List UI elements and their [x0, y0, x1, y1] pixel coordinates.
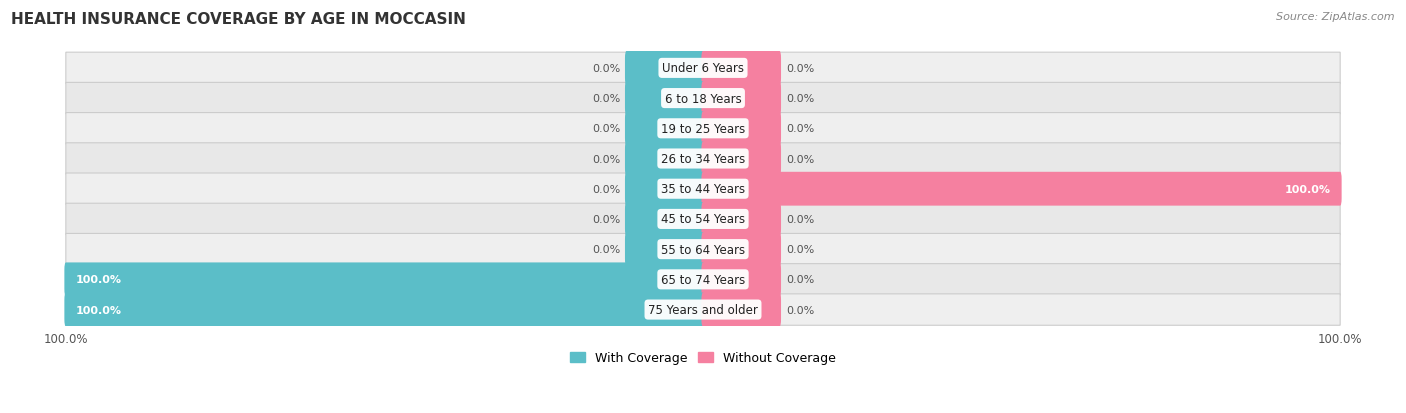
- FancyBboxPatch shape: [66, 83, 1340, 114]
- FancyBboxPatch shape: [624, 172, 704, 206]
- Text: 0.0%: 0.0%: [592, 64, 620, 74]
- Text: 45 to 54 Years: 45 to 54 Years: [661, 213, 745, 226]
- FancyBboxPatch shape: [702, 263, 782, 297]
- Text: Under 6 Years: Under 6 Years: [662, 62, 744, 75]
- Text: 0.0%: 0.0%: [786, 64, 814, 74]
- FancyBboxPatch shape: [65, 293, 704, 327]
- FancyBboxPatch shape: [702, 202, 782, 236]
- Text: 6 to 18 Years: 6 to 18 Years: [665, 93, 741, 105]
- Text: 0.0%: 0.0%: [786, 214, 814, 224]
- Text: 0.0%: 0.0%: [786, 305, 814, 315]
- Text: 0.0%: 0.0%: [786, 244, 814, 254]
- Legend: With Coverage, Without Coverage: With Coverage, Without Coverage: [565, 347, 841, 370]
- FancyBboxPatch shape: [66, 113, 1340, 145]
- Text: 35 to 44 Years: 35 to 44 Years: [661, 183, 745, 196]
- FancyBboxPatch shape: [624, 82, 704, 116]
- FancyBboxPatch shape: [66, 234, 1340, 265]
- FancyBboxPatch shape: [66, 173, 1340, 205]
- FancyBboxPatch shape: [66, 294, 1340, 325]
- Text: 0.0%: 0.0%: [786, 275, 814, 285]
- Text: 26 to 34 Years: 26 to 34 Years: [661, 153, 745, 166]
- FancyBboxPatch shape: [66, 264, 1340, 295]
- FancyBboxPatch shape: [702, 112, 782, 146]
- Text: 55 to 64 Years: 55 to 64 Years: [661, 243, 745, 256]
- FancyBboxPatch shape: [702, 233, 782, 266]
- Text: 65 to 74 Years: 65 to 74 Years: [661, 273, 745, 286]
- FancyBboxPatch shape: [66, 204, 1340, 235]
- Text: 0.0%: 0.0%: [786, 94, 814, 104]
- FancyBboxPatch shape: [65, 263, 704, 297]
- Text: 0.0%: 0.0%: [786, 154, 814, 164]
- FancyBboxPatch shape: [624, 112, 704, 146]
- FancyBboxPatch shape: [66, 53, 1340, 84]
- Text: 100.0%: 100.0%: [1285, 184, 1330, 194]
- Text: 0.0%: 0.0%: [786, 124, 814, 134]
- Text: 0.0%: 0.0%: [592, 214, 620, 224]
- FancyBboxPatch shape: [624, 233, 704, 266]
- Text: 0.0%: 0.0%: [592, 244, 620, 254]
- FancyBboxPatch shape: [66, 143, 1340, 175]
- FancyBboxPatch shape: [624, 142, 704, 176]
- FancyBboxPatch shape: [624, 52, 704, 85]
- Text: 100.0%: 100.0%: [76, 275, 121, 285]
- Text: HEALTH INSURANCE COVERAGE BY AGE IN MOCCASIN: HEALTH INSURANCE COVERAGE BY AGE IN MOCC…: [11, 12, 467, 27]
- FancyBboxPatch shape: [702, 142, 782, 176]
- Text: 19 to 25 Years: 19 to 25 Years: [661, 123, 745, 135]
- Text: 100.0%: 100.0%: [76, 305, 121, 315]
- FancyBboxPatch shape: [702, 52, 782, 85]
- Text: 75 Years and older: 75 Years and older: [648, 303, 758, 316]
- Text: 0.0%: 0.0%: [592, 94, 620, 104]
- Text: 0.0%: 0.0%: [592, 124, 620, 134]
- Text: 0.0%: 0.0%: [592, 184, 620, 194]
- Text: 0.0%: 0.0%: [592, 154, 620, 164]
- Text: Source: ZipAtlas.com: Source: ZipAtlas.com: [1277, 12, 1395, 22]
- FancyBboxPatch shape: [702, 172, 1341, 206]
- FancyBboxPatch shape: [702, 293, 782, 327]
- FancyBboxPatch shape: [702, 82, 782, 116]
- FancyBboxPatch shape: [624, 202, 704, 236]
